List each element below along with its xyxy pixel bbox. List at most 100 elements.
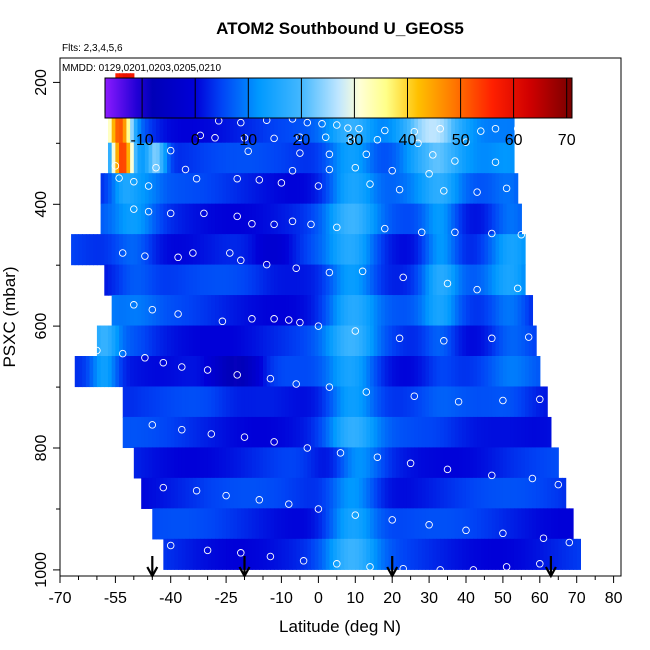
- field-cell: [366, 447, 371, 479]
- field-cell: [355, 234, 360, 266]
- field-cell: [388, 142, 393, 174]
- field-cell: [447, 325, 452, 357]
- field-cell: [414, 508, 419, 540]
- field-cell: [262, 112, 268, 144]
- field-cell: [425, 416, 430, 449]
- observation-point: [488, 334, 496, 343]
- observation-point: [296, 133, 304, 141]
- field-cell: [270, 295, 275, 327]
- field-cell: [462, 173, 467, 205]
- observation-point: [344, 124, 352, 132]
- observation-point: [174, 253, 182, 262]
- field-cell: [196, 264, 201, 296]
- field-cell: [362, 325, 367, 357]
- field-cell: [240, 325, 246, 357]
- observation-point: [414, 139, 422, 148]
- field-cell: [200, 538, 205, 570]
- observation-point: [277, 179, 286, 187]
- field-cell: [406, 142, 412, 174]
- field-cell: [89, 356, 94, 388]
- field-cell: [285, 112, 290, 144]
- x-axis: -70 -55 -40 -25 -10 0 10 20 30 40 50 60 70 80: [48, 576, 623, 607]
- field-cell: [381, 416, 386, 449]
- field-cell: [185, 356, 190, 388]
- observation-point: [325, 383, 334, 391]
- field-cell: [207, 112, 212, 144]
- field-cell: [314, 356, 319, 388]
- field-cell: [528, 447, 534, 479]
- field-cell: [506, 142, 511, 174]
- field-cell: [473, 538, 478, 570]
- field-cell: [233, 508, 238, 540]
- field-cell: [167, 295, 172, 327]
- field-cell: [436, 264, 441, 296]
- field-cell: [229, 142, 235, 174]
- field-cell: [410, 142, 415, 174]
- field-cell: [303, 477, 308, 509]
- field-cell: [410, 295, 415, 327]
- field-cell: [521, 356, 526, 388]
- field-cell: [299, 295, 305, 327]
- field-cell: [192, 386, 198, 418]
- field-cell: [296, 234, 301, 266]
- field-cell: [370, 477, 375, 509]
- field-cell: [262, 508, 268, 540]
- field-cell: [510, 386, 515, 418]
- field-cell: [255, 477, 260, 509]
- field-cell: [325, 416, 331, 449]
- field-cell: [292, 416, 297, 449]
- field-cell: [155, 356, 161, 388]
- field-cell: [480, 416, 486, 449]
- field-cell: [229, 203, 235, 235]
- field-cell: [185, 142, 190, 174]
- field-cell: [277, 173, 283, 205]
- field-cell: [163, 264, 168, 296]
- field-cell: [185, 264, 190, 296]
- field-cell: [399, 112, 404, 144]
- field-cell: [285, 356, 290, 388]
- field-cell: [159, 264, 164, 296]
- field-cell: [440, 477, 445, 509]
- field-cell: [473, 356, 478, 388]
- field-cell: [528, 386, 534, 418]
- field-cell: [207, 234, 212, 266]
- field-cell: [473, 386, 478, 418]
- field-cell: [126, 234, 131, 266]
- x-tick-label: -55: [104, 590, 127, 607]
- x-tick-label: -70: [48, 590, 71, 607]
- field-cell: [561, 508, 567, 540]
- field-cell: [480, 447, 486, 479]
- field-cell: [141, 142, 146, 174]
- field-cell: [277, 356, 283, 388]
- field-cell: [336, 416, 342, 449]
- field-cell: [325, 356, 331, 388]
- field-cell: [488, 386, 493, 418]
- field-cell: [484, 538, 489, 570]
- field-cell: [185, 508, 190, 540]
- observation-point: [513, 284, 522, 293]
- observation-point: [159, 483, 168, 492]
- field-cell: [244, 447, 249, 479]
- field-cell: [347, 538, 353, 570]
- field-cell: [259, 203, 264, 235]
- field-cell: [377, 538, 382, 570]
- field-cell: [288, 173, 294, 205]
- observation-point: [292, 380, 300, 388]
- field-cell: [381, 447, 386, 479]
- field-cell: [458, 447, 463, 479]
- field-cell: [465, 325, 471, 357]
- field-cell: [502, 386, 508, 418]
- field-cell: [454, 325, 460, 357]
- field-cell: [310, 295, 316, 327]
- field-cell: [281, 447, 286, 479]
- field-cell: [126, 416, 131, 449]
- field-cell: [126, 173, 131, 205]
- field-cell: [274, 386, 279, 418]
- field-cell: [218, 203, 223, 235]
- field-cell: [181, 325, 187, 357]
- field-cell: [395, 477, 401, 509]
- field-cell: [525, 356, 530, 388]
- field-cell: [130, 142, 135, 174]
- field-cell: [192, 234, 198, 266]
- observation-point: [144, 207, 153, 216]
